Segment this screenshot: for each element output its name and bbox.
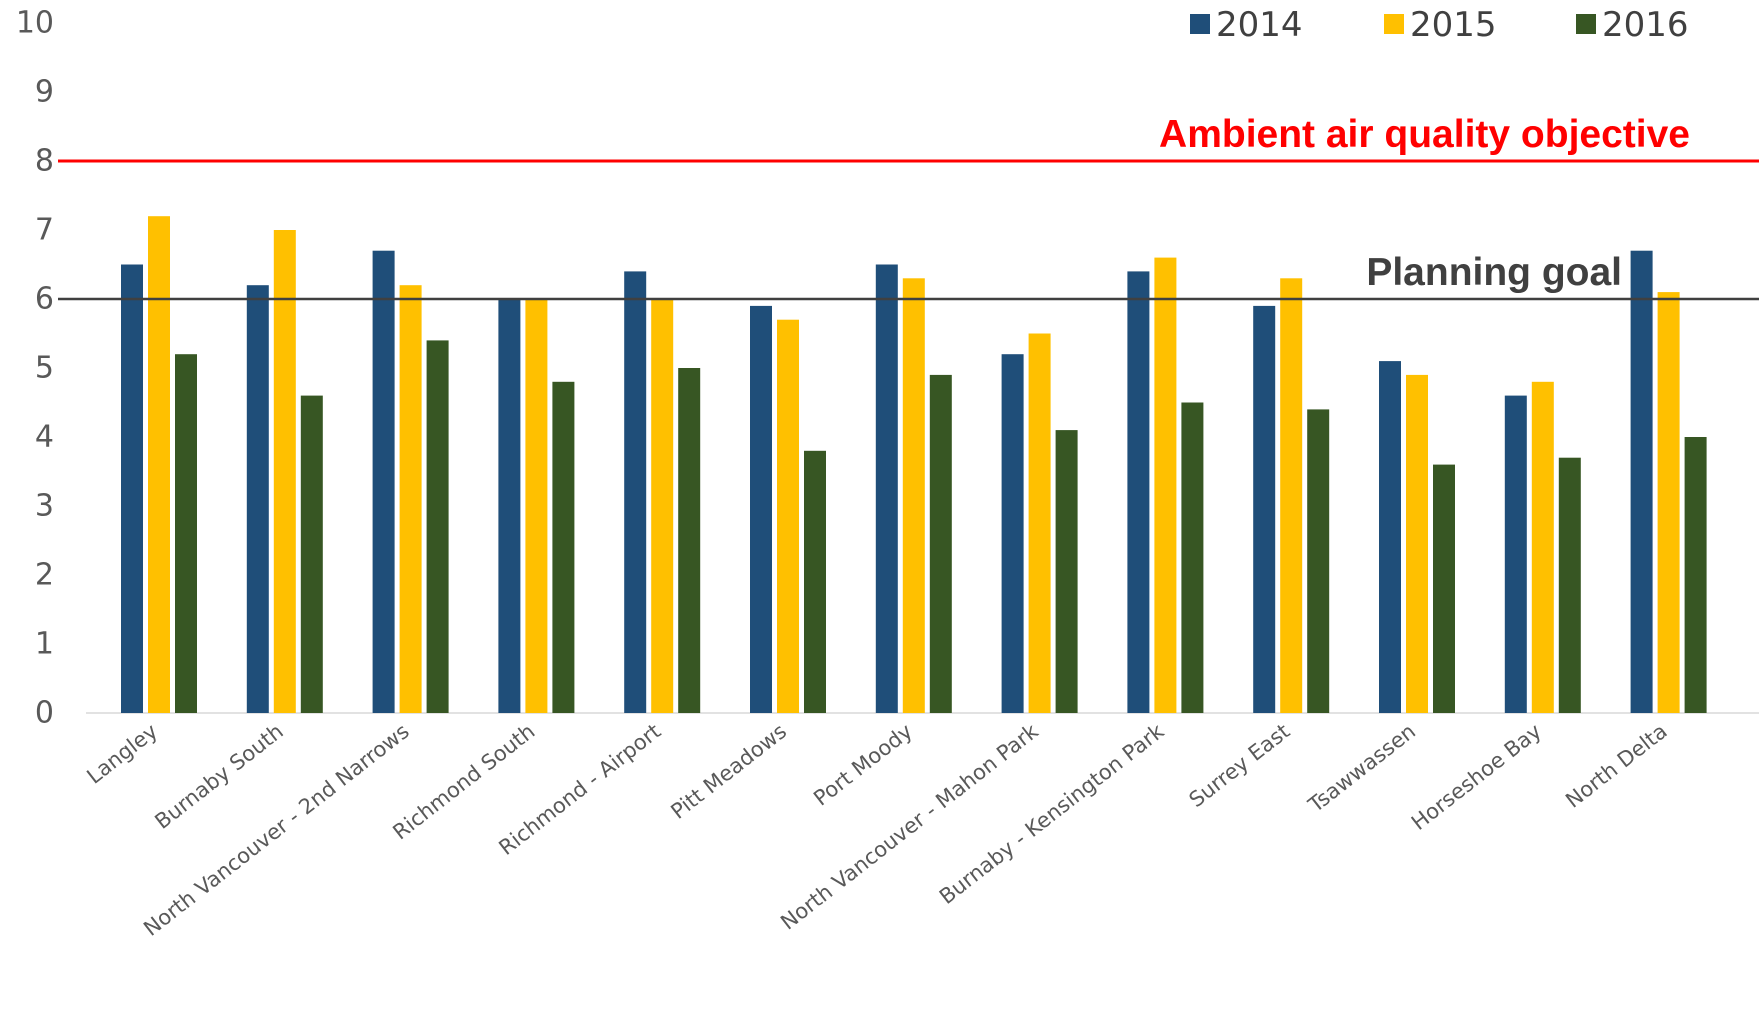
bar-2014-2 <box>372 250 395 713</box>
legend-label: 2014 <box>1216 5 1303 45</box>
reference-lines: Ambient air quality objective Planning go… <box>58 113 1759 301</box>
legend-label: 2015 <box>1410 5 1497 45</box>
x-tick-label: Burnaby - Kensington Park <box>935 719 1169 909</box>
bar-2014-1 <box>246 285 269 713</box>
bar-2016-6 <box>929 374 952 713</box>
bars <box>121 216 1707 713</box>
legend-swatch-2015 <box>1384 14 1404 34</box>
x-tick-label: North Delta <box>1561 719 1671 813</box>
x-tick-label: Surrey East <box>1185 719 1295 812</box>
x-tick-label: North Vancouver - 2nd Narrows <box>139 719 413 941</box>
bar-2015-1 <box>273 230 296 713</box>
y-tick-label: 9 <box>35 75 54 110</box>
reference-line-label: Planning goal <box>1366 251 1622 294</box>
y-tick-label: 6 <box>35 282 54 317</box>
bar-2014-8 <box>1127 271 1150 713</box>
x-tick-label: Tsawwassen <box>1303 719 1420 818</box>
bar-2014-10 <box>1379 361 1401 713</box>
x-tick-label: Pitt Meadows <box>666 719 791 824</box>
bar-2016-11 <box>1558 457 1581 713</box>
bar-2015-3 <box>525 299 548 713</box>
bar-2015-8 <box>1154 257 1177 713</box>
bar-2014-11 <box>1504 395 1527 713</box>
bar-2016-5 <box>804 450 826 713</box>
bar-2016-10 <box>1433 464 1455 713</box>
bar-2016-3 <box>552 381 575 713</box>
x-tick-label: Langley <box>82 719 162 789</box>
x-tick-label: Horseshoe Bay <box>1407 719 1546 835</box>
bar-2016-7 <box>1055 430 1078 713</box>
bar-2014-0 <box>121 264 143 713</box>
y-tick-label: 10 <box>16 6 54 41</box>
bar-2016-2 <box>426 340 449 713</box>
y-tick-label: 1 <box>35 627 54 662</box>
y-tick-label: 5 <box>35 351 54 386</box>
bar-2014-5 <box>750 305 772 713</box>
bar-2016-4 <box>678 368 701 713</box>
bar-2015-6 <box>902 278 925 713</box>
bar-2016-0 <box>175 354 197 713</box>
x-tick-label: Burnaby South <box>150 719 287 834</box>
y-tick-label: 3 <box>35 489 54 524</box>
bar-2015-5 <box>777 319 799 713</box>
bar-2015-2 <box>399 285 422 713</box>
y-tick-label: 8 <box>35 144 54 179</box>
bar-2014-7 <box>1001 354 1024 713</box>
legend: 2014 2015 2016 <box>1190 5 1689 45</box>
bar-2016-1 <box>300 395 323 713</box>
reference-line-label: Ambient air quality objective <box>1159 113 1690 156</box>
bar-2016-8 <box>1181 402 1204 713</box>
y-tick-label: 7 <box>35 213 54 248</box>
x-tick-label: Port Moody <box>809 719 917 810</box>
bar-2015-9 <box>1280 278 1303 713</box>
bar-2015-12 <box>1657 292 1680 713</box>
bar-2015-0 <box>148 216 170 713</box>
y-tick-label: 4 <box>35 420 54 455</box>
bar-2014-6 <box>875 264 898 713</box>
bar-2016-9 <box>1307 409 1330 713</box>
bar-2015-7 <box>1028 333 1051 713</box>
bar-2016-12 <box>1684 437 1707 713</box>
y-axis-ticks: 0 1 2 3 4 5 6 7 8 9 10 <box>16 6 54 731</box>
bar-2014-9 <box>1253 305 1276 713</box>
legend-swatch-2016 <box>1576 14 1596 34</box>
bar-2014-4 <box>624 271 647 713</box>
y-tick-label: 0 <box>35 696 54 731</box>
legend-label: 2016 <box>1602 5 1689 45</box>
bar-2014-3 <box>498 299 521 713</box>
y-tick-label: 2 <box>35 558 54 593</box>
bar-2015-11 <box>1531 381 1554 713</box>
bar-2014-12 <box>1630 250 1653 713</box>
bar-2015-4 <box>651 299 674 713</box>
x-tick-label: North Vancouver - Mahon Park <box>776 719 1043 935</box>
bar-2015-10 <box>1406 374 1428 713</box>
legend-swatch-2014 <box>1190 14 1210 34</box>
